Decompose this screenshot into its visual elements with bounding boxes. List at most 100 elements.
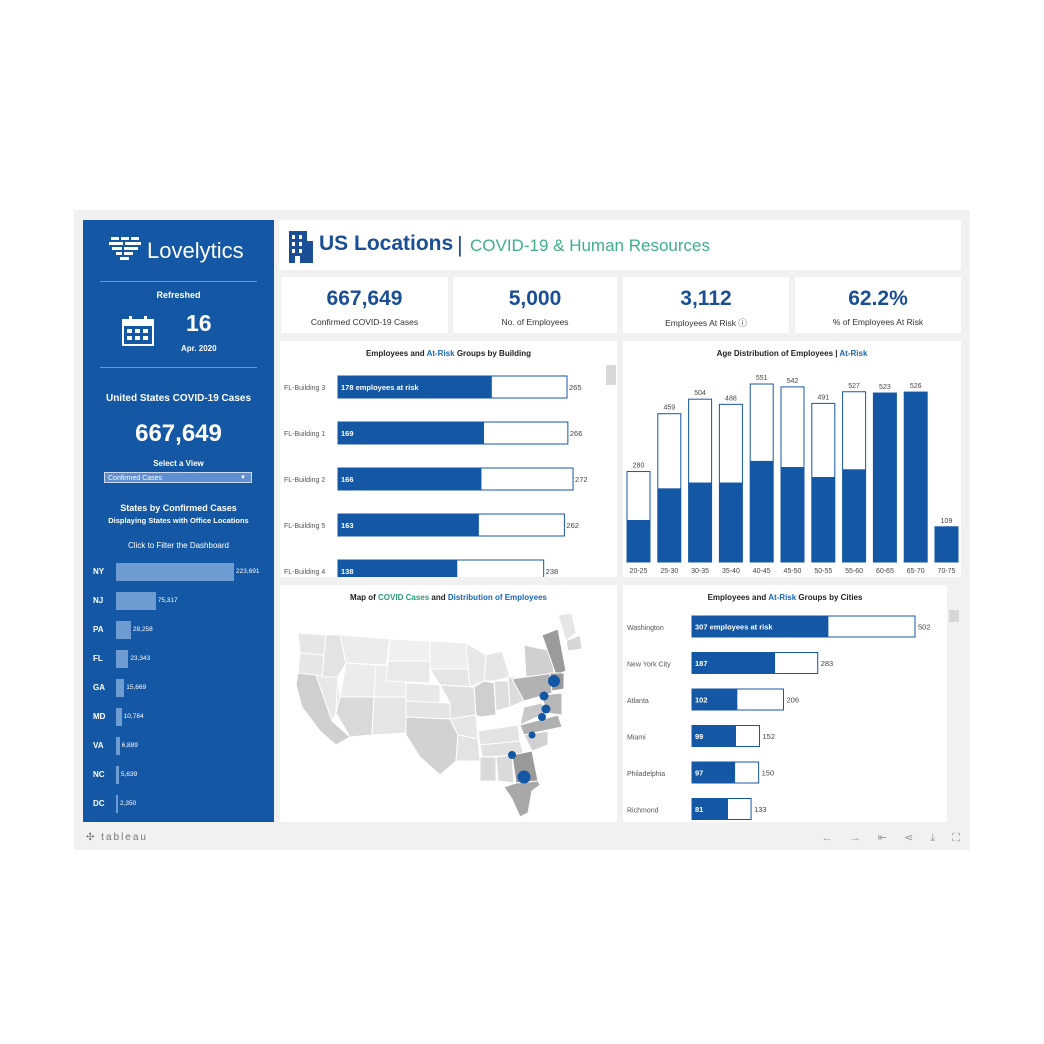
state-value: 75,317	[157, 597, 178, 604]
building-label: FL-Building 2	[284, 477, 325, 484]
building-risk-label: 163	[341, 521, 354, 530]
revert-icon[interactable]: ⇤	[877, 832, 888, 844]
building-total-label: 238	[546, 567, 559, 576]
state-code: NJ	[93, 596, 104, 605]
age-risk-bar[interactable]	[873, 393, 897, 562]
kpi-confirmed-cases: 667,649 Confirmed COVID-19 Cases	[281, 277, 448, 333]
state-value: 15,669	[126, 684, 147, 691]
city-risk-bar[interactable]	[692, 652, 776, 674]
age-risk-bar[interactable]	[811, 477, 835, 562]
kpi-label[interactable]: Employees At Risk ⓘ	[665, 318, 747, 328]
state-row-fl[interactable]: FL 23,343	[83, 649, 274, 669]
age-risk-bar[interactable]	[657, 488, 681, 562]
city-risk-bar[interactable]	[692, 798, 728, 820]
redo-icon[interactable]: →	[849, 832, 861, 844]
scrollbar[interactable]	[606, 365, 616, 385]
city-risk-bar[interactable]	[692, 762, 736, 783]
footer: ✣ tableau ← → ⇤ ⋖ ⤓ ⛶	[74, 826, 970, 850]
building-risk-bar[interactable]	[338, 468, 482, 490]
state-bar[interactable]	[116, 766, 119, 784]
building-risk-bar[interactable]	[338, 422, 485, 444]
lovelytics-heart-icon	[109, 237, 141, 260]
download-icon[interactable]: ⤓	[930, 832, 936, 844]
city-label: Washington	[627, 625, 664, 632]
building-label: FL-Building 4	[284, 569, 325, 576]
city-total-label: 150	[762, 769, 775, 778]
age-value-label: 526	[910, 383, 922, 390]
state-row-nj[interactable]: NJ 75,317	[83, 591, 274, 611]
cities-panel: Employees and At-Risk Groups by Cities W…	[623, 585, 947, 822]
age-risk-bar[interactable]	[935, 526, 958, 562]
office-markers[interactable]	[508, 675, 560, 784]
refreshed-label: Refreshed	[156, 290, 201, 300]
kpi-value: 3,112	[680, 287, 732, 310]
city-total-label: 133	[754, 805, 767, 814]
age-risk-bar[interactable]	[688, 482, 712, 562]
age-category-label: 20-25	[630, 568, 648, 575]
state-bar[interactable]	[116, 795, 118, 813]
age-risk-bar[interactable]	[842, 469, 866, 562]
city-risk-bar[interactable]	[692, 725, 736, 747]
state-bar[interactable]	[116, 621, 131, 639]
age-value-label: 551	[756, 375, 768, 382]
chevron-down-icon: ▼	[240, 475, 246, 481]
building-label: FL-Building 3	[284, 385, 325, 392]
state-bar[interactable]	[116, 592, 156, 610]
state-bar[interactable]	[116, 679, 125, 697]
state-row-md[interactable]: MD 10,784	[83, 707, 274, 727]
age-risk-bar[interactable]	[627, 520, 650, 562]
state-bar[interactable]	[116, 708, 122, 726]
state-row-dc[interactable]: DC 2,350	[83, 794, 274, 814]
state-row-ny[interactable]: NY 223,691	[83, 562, 274, 582]
age-risk-bar[interactable]	[750, 460, 774, 562]
page-subtitle: COVID-19 & Human Resources	[470, 236, 710, 255]
kpi-value: 5,000	[508, 287, 562, 310]
view-select[interactable]: Confirmed Cases ▼	[104, 472, 252, 483]
age-category-label: 65-70	[907, 568, 925, 575]
age-value-label: 459	[663, 405, 675, 412]
buildings-panel-title: Employees and At-Risk Groups by Building	[365, 349, 532, 358]
state-value: 23,343	[130, 655, 151, 662]
state-value: 5,639	[120, 771, 138, 778]
state-row-ga[interactable]: GA 15,669	[83, 678, 274, 698]
state-code: NY	[93, 567, 105, 576]
brand-logo: Lovelytics	[83, 234, 274, 268]
city-risk-bar[interactable]	[692, 689, 738, 710]
building-total-label: 265	[569, 383, 582, 392]
state-row-va[interactable]: VA 6,889	[83, 736, 274, 756]
state-value: 223,691	[236, 568, 260, 575]
building-risk-label: 166	[341, 475, 354, 484]
age-risk-bar[interactable]	[781, 467, 804, 562]
scrollbar[interactable]	[949, 610, 959, 622]
us-map[interactable]	[280, 585, 617, 822]
undo-icon[interactable]: ←	[821, 832, 833, 844]
state-code: PA	[93, 625, 104, 634]
building-risk-bar[interactable]	[338, 560, 458, 577]
title-panel: US Locations | COVID-19 & Human Resource…	[279, 220, 961, 270]
state-row-nc[interactable]: NC 5,639	[83, 765, 274, 785]
age-chart: 280 20-25 459 25-30 504 30-35 488 35-40 551 40-45…	[626, 375, 959, 575]
buildings-chart: FL-Building 3 178 employees at risk 265 FL-…	[284, 375, 588, 577]
kpi-label: % of Employees At Risk	[832, 317, 924, 327]
state-bar[interactable]	[116, 737, 120, 755]
age-value-label: 491	[817, 394, 829, 401]
age-value-label: 542	[787, 378, 799, 385]
city-total-label: 206	[787, 696, 800, 705]
age-panel: Age Distribution of Employees | At-Risk …	[623, 341, 961, 577]
building-risk-bar[interactable]	[338, 514, 479, 536]
city-risk-bar[interactable]	[692, 616, 829, 637]
states-subtitle: Displaying States with Office Locations	[108, 516, 249, 525]
state-row-pa[interactable]: PA 28,258	[83, 620, 274, 640]
fullscreen-icon[interactable]: ⛶	[952, 832, 960, 844]
age-risk-bar[interactable]	[904, 392, 928, 562]
state-bar[interactable]	[116, 563, 234, 581]
age-category-label: 60-65	[876, 568, 894, 575]
city-total-label: 152	[763, 732, 776, 741]
divider	[100, 367, 257, 368]
building-risk-bar[interactable]	[338, 376, 492, 398]
state-bar[interactable]	[116, 650, 129, 668]
calendar-icon	[122, 316, 154, 346]
state-code: NC	[93, 770, 105, 779]
age-risk-bar[interactable]	[719, 482, 743, 562]
share-icon[interactable]: ⋖	[904, 832, 914, 844]
